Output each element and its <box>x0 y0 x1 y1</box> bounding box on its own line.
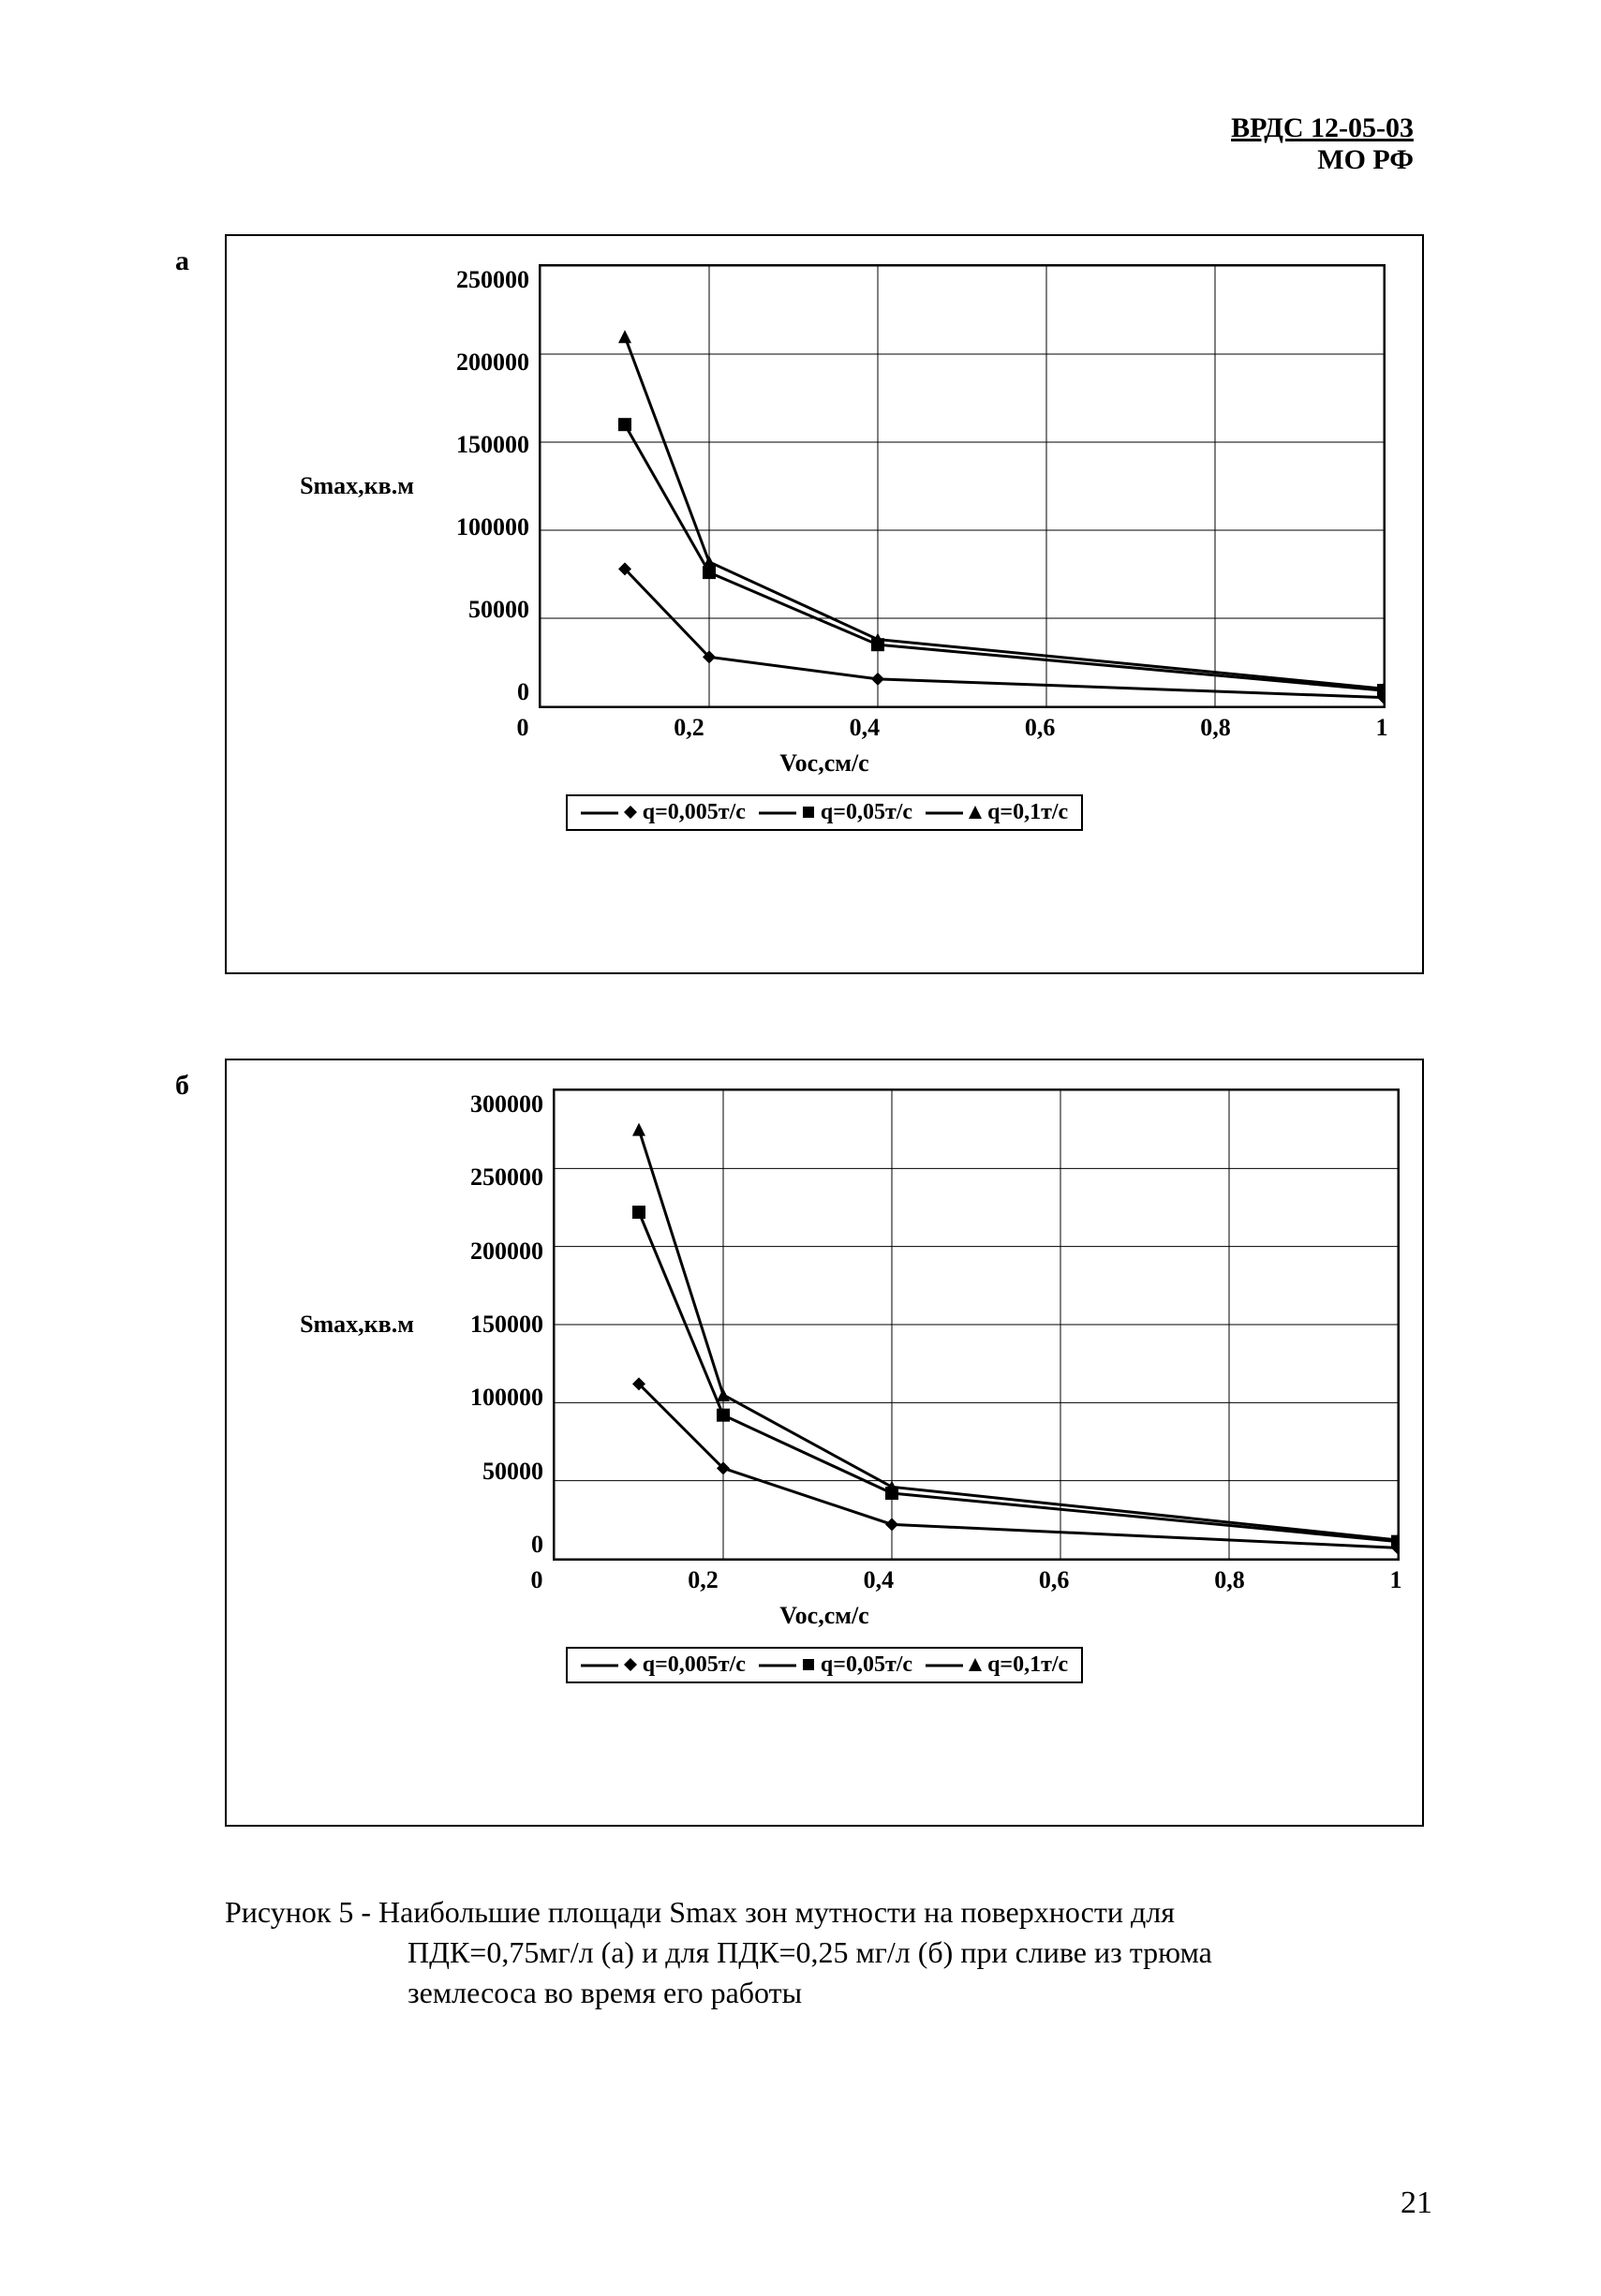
chart-a-legend: q=0,005т/с q=0,05т/с q=0,1т/с <box>566 794 1083 831</box>
ytick-label: 200000 <box>470 1237 543 1266</box>
legend-marker-icon <box>624 1652 637 1678</box>
doc-org: МО РФ <box>1231 144 1414 176</box>
ytick-label: 150000 <box>470 1311 543 1339</box>
chart-a-xlabel: Voc,см/с <box>779 749 868 778</box>
chart-panel-a: а Smax,кв.м 2500002000001500001000005000… <box>225 234 1424 974</box>
chart-b-xticks: 0 0,2 0,4 0,6 0,8 1 <box>531 1566 1402 1594</box>
ytick-label: 100000 <box>456 513 529 541</box>
legend-label: q=0,1т/с <box>987 800 1068 825</box>
xtick-label: 1 <box>1375 714 1387 742</box>
caption-prefix: Рисунок 5 - <box>225 1895 378 1929</box>
legend-marker-icon <box>802 800 815 825</box>
xtick-label: 0,2 <box>688 1566 719 1594</box>
xtick-label: 0 <box>517 714 529 742</box>
legend-label: q=0,005т/с <box>643 1652 746 1678</box>
xtick-label: 0,8 <box>1214 1566 1245 1594</box>
ytick-label: 250000 <box>470 1163 543 1192</box>
legend-label: q=0,05т/с <box>821 800 912 825</box>
chart-b-legend: q=0,005т/с q=0,05т/с q=0,1т/с <box>566 1647 1083 1683</box>
ytick-label: 0 <box>470 1531 543 1559</box>
caption-line1: Наибольшие площади Smax зон мутности на … <box>378 1895 1175 1929</box>
doc-id: ВРДС 12-05-03 <box>1231 112 1414 144</box>
xtick-label: 0,8 <box>1200 714 1231 742</box>
chart-b-xlabel: Voc,см/с <box>779 1602 868 1630</box>
legend-item: q=0,1т/с <box>926 800 1068 825</box>
chart-a-ylabel: Smax,кв.м <box>263 472 456 500</box>
legend-label: q=0,005т/с <box>643 800 746 825</box>
xtick-label: 0,4 <box>864 1566 895 1594</box>
legend-label: q=0,05т/с <box>821 1652 912 1678</box>
legend-label: q=0,1т/с <box>987 1652 1068 1678</box>
chart-b-yticks: 300000 250000 200000 150000 100000 50000 0 <box>470 1090 553 1559</box>
chart-a-yticks: 250000 200000 150000 100000 50000 0 <box>456 266 539 706</box>
legend-item: q=0,05т/с <box>759 800 912 825</box>
legend-item: q=0,05т/с <box>759 1652 912 1678</box>
chart-b-wrap: Smax,кв.м 300000250000200000150000100000… <box>245 1089 1403 1683</box>
xtick-label: 0,6 <box>1025 714 1056 742</box>
figure-caption: Рисунок 5 - Наибольшие площади Smax зон … <box>225 1892 1424 2014</box>
xtick-label: 0 <box>531 1566 543 1594</box>
document-page: ВРДС 12-05-03 МО РФ а Smax,кв.м 250000 20… <box>0 0 1601 2296</box>
ytick-label: 100000 <box>470 1384 543 1412</box>
legend-marker-icon <box>969 800 982 825</box>
legend-marker-icon <box>624 800 637 825</box>
document-header: ВРДС 12-05-03 МО РФ <box>1231 112 1414 176</box>
ytick-label: 150000 <box>456 431 529 459</box>
caption-line3: землесоса во время его работы <box>225 1973 1424 2013</box>
ytick-label: 300000 <box>470 1090 543 1118</box>
legend-marker-icon <box>969 1652 982 1678</box>
chart-a-plot <box>539 264 1386 708</box>
ytick-label: 250000 <box>456 266 529 294</box>
ytick-label: 50000 <box>470 1458 543 1486</box>
xtick-label: 0,4 <box>850 714 881 742</box>
legend-item: q=0,1т/с <box>926 1652 1068 1678</box>
xtick-label: 0,6 <box>1039 1566 1070 1594</box>
legend-marker-icon <box>802 1652 815 1678</box>
chart-b-ylabel: Smax,кв.м <box>249 1311 470 1339</box>
chart-panel-b: б Smax,кв.м 3000002500002000001500001000… <box>225 1059 1424 1827</box>
chart-a-wrap: Smax,кв.м 250000 200000 150000 100000 50000 0… <box>245 264 1403 831</box>
page-number: 21 <box>1401 2185 1432 2221</box>
legend-item: q=0,005т/с <box>581 800 746 825</box>
chart-b-plot <box>553 1089 1400 1561</box>
ytick-label: 200000 <box>456 348 529 377</box>
ytick-label: 50000 <box>456 596 529 624</box>
ytick-label: 0 <box>456 678 529 706</box>
chart-a-xticks: 0 0,2 0,4 0,6 0,8 1 <box>517 714 1388 742</box>
caption-line2: ПДК=0,75мг/л (а) и для ПДК=0,25 мг/л (б)… <box>225 1933 1424 1973</box>
panel-label-b: б <box>175 1070 189 1102</box>
panel-label-a: а <box>175 245 189 277</box>
legend-item: q=0,005т/с <box>581 1652 746 1678</box>
xtick-label: 0,2 <box>674 714 704 742</box>
xtick-label: 1 <box>1389 1566 1401 1594</box>
